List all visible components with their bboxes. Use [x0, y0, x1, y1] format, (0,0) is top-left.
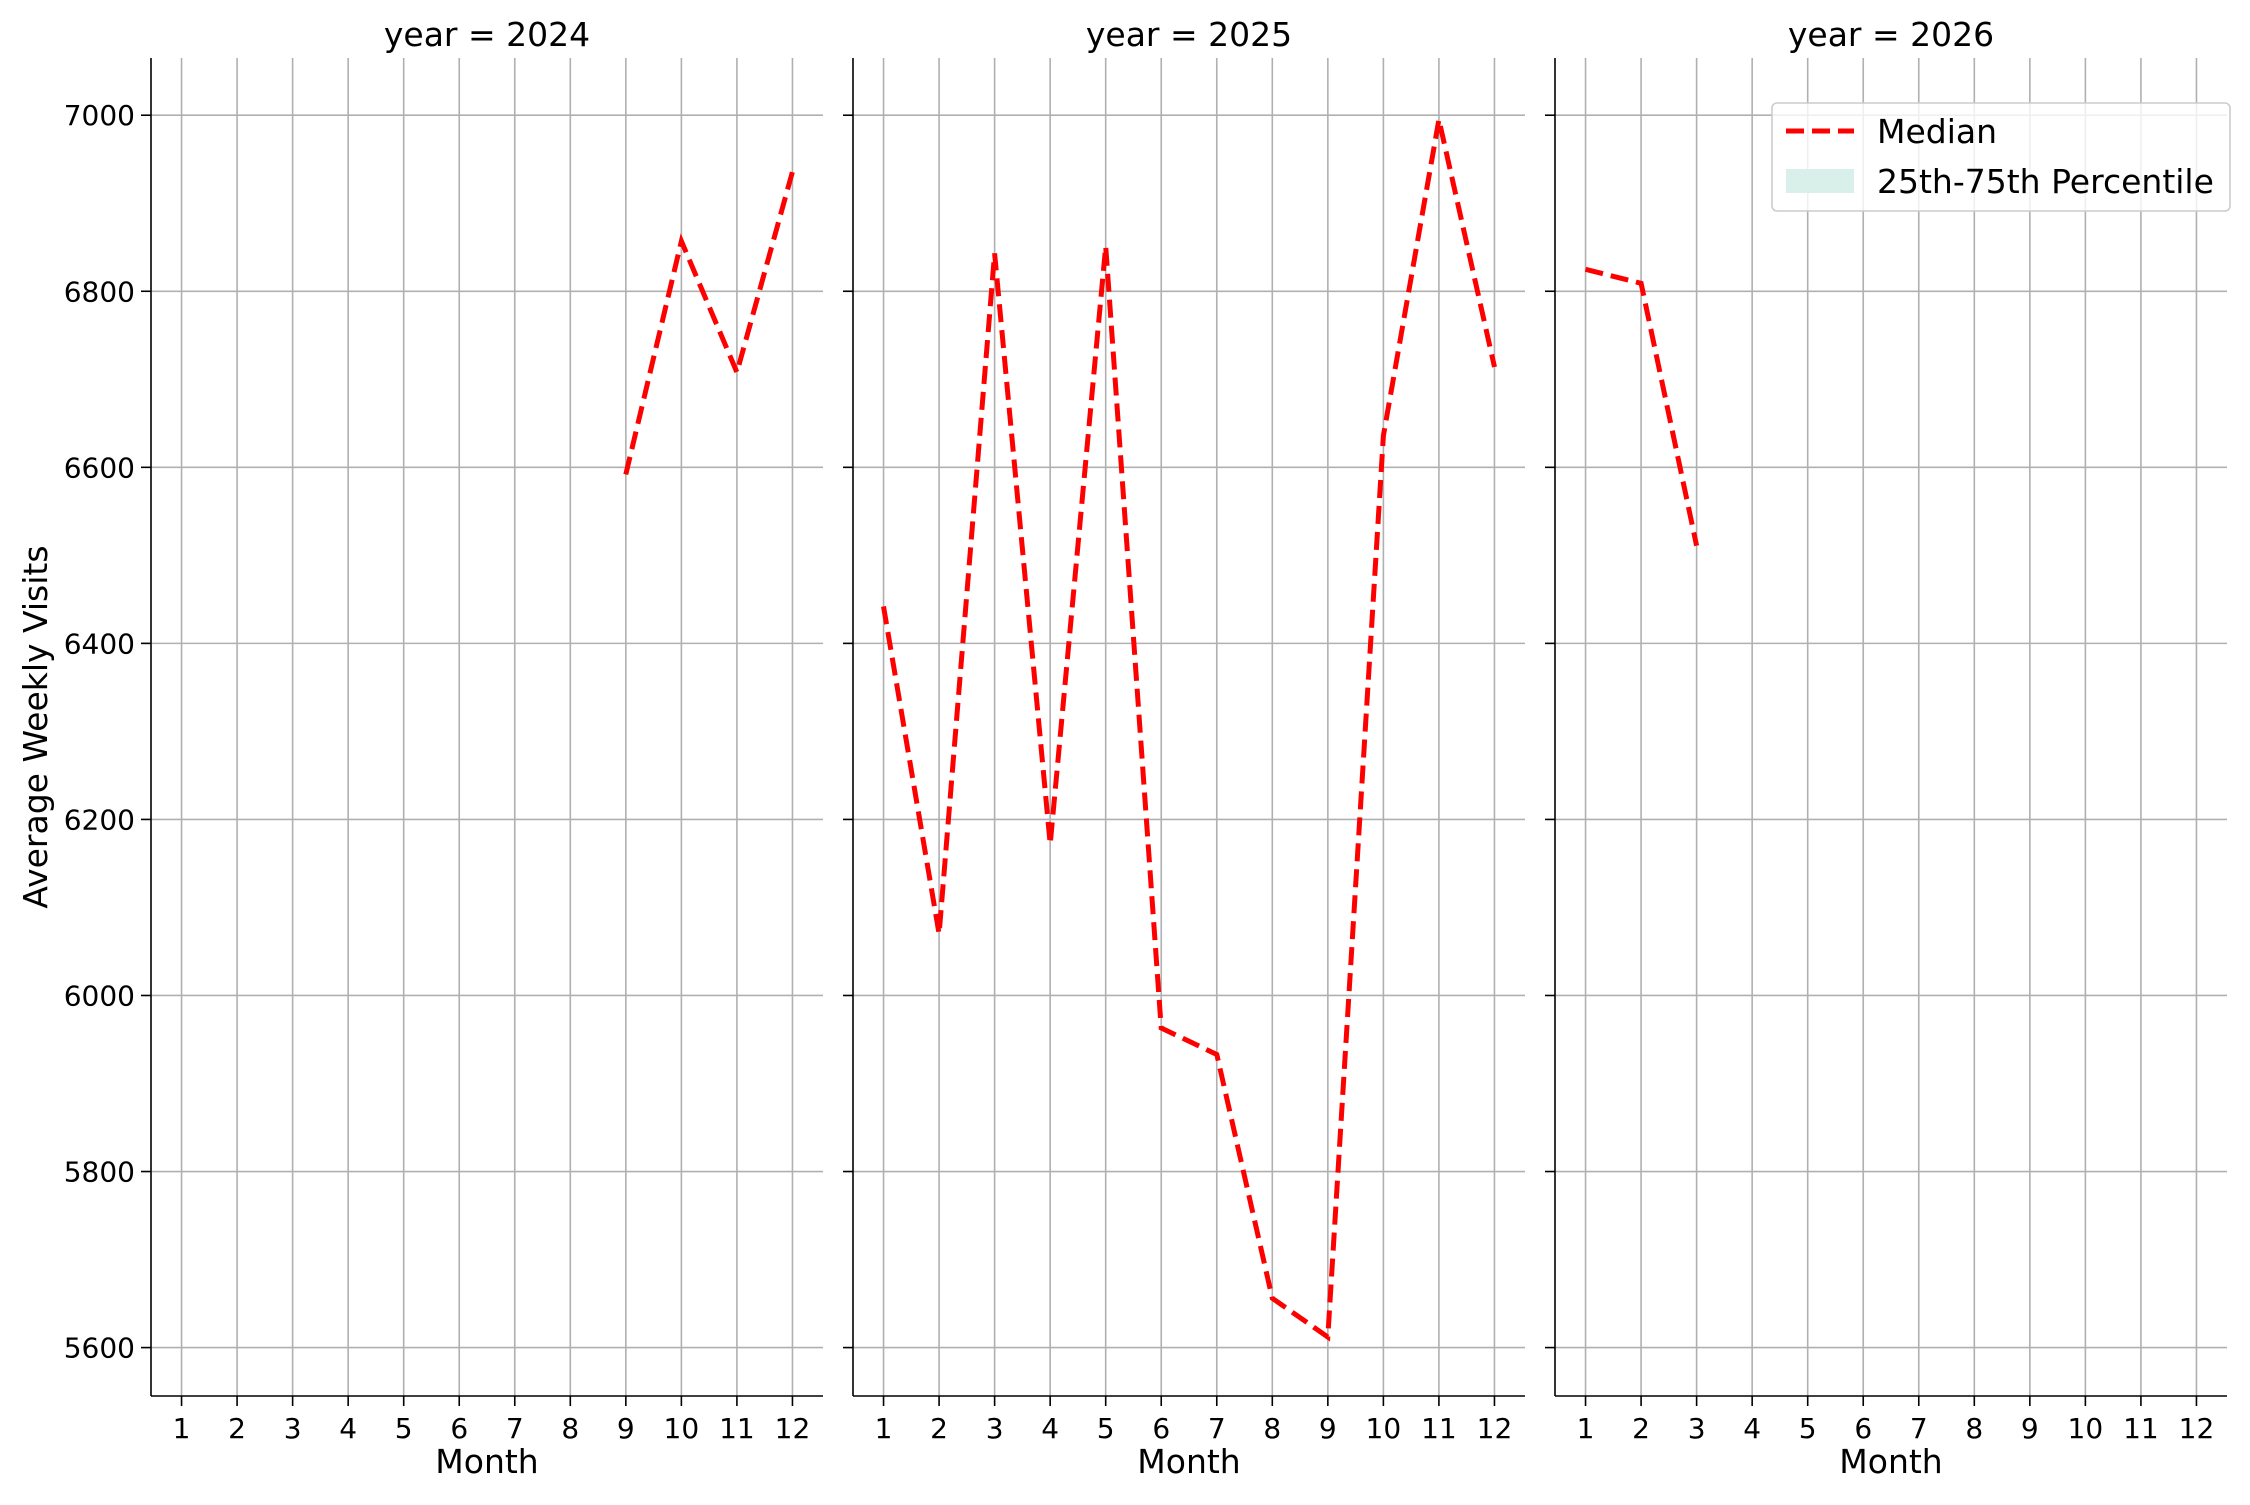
x-tick-label: 8: [561, 1412, 579, 1445]
x-tick-label: 5: [1097, 1412, 1115, 1445]
x-tick-label: 8: [1965, 1412, 1983, 1445]
series-line-median: [626, 172, 793, 475]
x-tick-label: 1: [173, 1412, 191, 1445]
x-tick-label: 10: [2068, 1412, 2104, 1445]
x-tick-label: 3: [986, 1412, 1004, 1445]
x-axis-label: Month: [1839, 1442, 1942, 1481]
y-tick-label: 5600: [64, 1332, 135, 1365]
x-tick-label: 3: [284, 1412, 302, 1445]
y-tick-label: 6400: [64, 627, 135, 660]
x-tick-label: 10: [664, 1412, 700, 1445]
x-tick-label: 9: [617, 1412, 635, 1445]
x-tick-label: 6: [450, 1412, 468, 1445]
x-tick-label: 6: [1152, 1412, 1170, 1445]
x-tick-label: 8: [1263, 1412, 1281, 1445]
panel-title: year = 2026: [1788, 15, 1994, 54]
x-tick-label: 11: [719, 1412, 755, 1445]
x-tick-label: 4: [1743, 1412, 1761, 1445]
x-tick-label: 12: [775, 1412, 811, 1445]
legend-label: 25th-75th Percentile: [1877, 162, 2214, 201]
y-tick-label: 6000: [64, 979, 135, 1012]
y-tick-label: 5800: [64, 1156, 135, 1189]
x-tick-label: 2: [1632, 1412, 1650, 1445]
panel-title: year = 2025: [1086, 15, 1292, 54]
x-tick-label: 5: [395, 1412, 413, 1445]
x-tick-label: 6: [1854, 1412, 1872, 1445]
x-tick-label: 10: [1366, 1412, 1402, 1445]
legend-patch-swatch: [1786, 169, 1854, 193]
x-tick-label: 1: [875, 1412, 893, 1445]
x-tick-label: 9: [2021, 1412, 2039, 1445]
legend-label: Median: [1877, 112, 1997, 151]
x-tick-label: 1: [1577, 1412, 1595, 1445]
y-tick-label: 6600: [64, 451, 135, 484]
x-tick-label: 2: [930, 1412, 948, 1445]
y-axis-label: Average Weekly Visits: [16, 545, 55, 908]
y-tick-label: 6200: [64, 803, 135, 836]
y-tick-label: 6800: [64, 275, 135, 308]
x-tick-label: 5: [1799, 1412, 1817, 1445]
panel-title: year = 2024: [384, 15, 590, 54]
x-tick-label: 2: [228, 1412, 246, 1445]
x-tick-label: 11: [1421, 1412, 1457, 1445]
x-tick-label: 4: [1041, 1412, 1059, 1445]
legend: Median 25th-75th Percentile: [1772, 103, 2230, 211]
x-tick-label: 12: [1477, 1412, 1513, 1445]
x-tick-label: 7: [1208, 1412, 1226, 1445]
x-tick-label: 9: [1319, 1412, 1337, 1445]
x-tick-label: 7: [1910, 1412, 1928, 1445]
x-tick-label: 11: [2123, 1412, 2159, 1445]
y-tick-label: 7000: [64, 99, 135, 132]
series-line-median: [884, 120, 1495, 1337]
x-tick-label: 4: [339, 1412, 357, 1445]
x-tick-label: 12: [2179, 1412, 2215, 1445]
x-tick-label: 7: [506, 1412, 524, 1445]
x-axis-label: Month: [435, 1442, 538, 1481]
x-tick-label: 3: [1688, 1412, 1706, 1445]
x-axis-label: Month: [1137, 1442, 1240, 1481]
